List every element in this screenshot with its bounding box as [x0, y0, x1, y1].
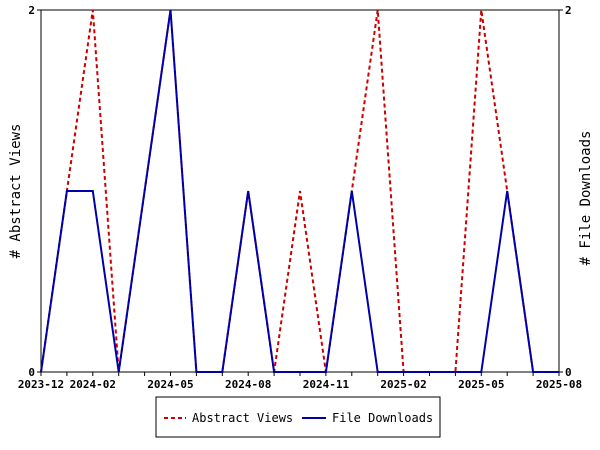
x-tick-label: 2024-08 [225, 378, 271, 391]
legend: Abstract Views File Downloads [155, 396, 441, 438]
y-axis-right-title: # File Downloads [578, 131, 594, 266]
x-tick-label: 2024-02 [70, 378, 116, 391]
legend-box [155, 396, 441, 438]
x-tick-label: 2025-02 [380, 378, 426, 391]
x-tick-label: 2025-05 [458, 378, 504, 391]
x-tick-label: 2024-05 [147, 378, 193, 391]
x-tick-label: 2025-08 [536, 378, 582, 391]
series-line-abstract-views [40, 9, 559, 373]
y-left-tick-label: 2 [28, 4, 35, 17]
legend-label-abstract-views: Abstract Views [192, 411, 293, 425]
y-axis-left-title: # Abstract Views [8, 124, 24, 259]
legend-label-file-downloads: File Downloads [332, 411, 433, 425]
y-right-tick-label: 0 [565, 366, 572, 379]
x-tick-label: 2023-12 [18, 378, 64, 391]
x-axis-ticks: 2023-12 2024-02 2024-05 2024-08 2024-11 2025-… [18, 372, 582, 391]
y-left-tick-label: 0 [28, 366, 35, 379]
y-axis-ticks: 0 2 0 2 [28, 4, 571, 379]
x-tick-label: 2024-11 [303, 378, 350, 391]
y-right-tick-label: 2 [565, 4, 572, 17]
